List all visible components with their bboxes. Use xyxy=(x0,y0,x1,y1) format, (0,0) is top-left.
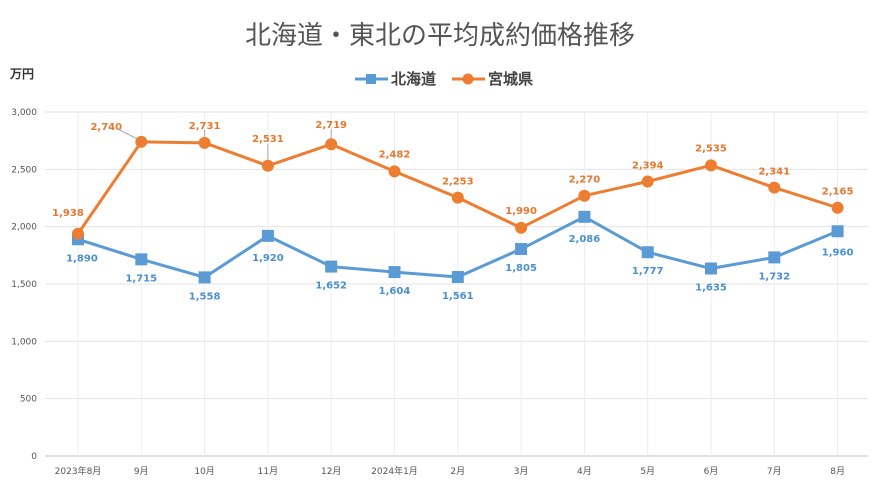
data-point xyxy=(135,253,148,266)
x-tick-label: 5月 xyxy=(640,466,655,477)
x-tick-label: 2月 xyxy=(450,466,465,477)
legend: 北海道 宮城県 xyxy=(355,70,533,88)
y-tick-label: 0 xyxy=(31,452,37,462)
x-tick-label: 2023年8月 xyxy=(55,465,102,477)
data-label: 1,604 xyxy=(379,286,411,297)
data-label: 2,086 xyxy=(569,234,601,245)
x-tick-label: 6月 xyxy=(704,466,719,477)
data-label: 1,715 xyxy=(125,273,157,284)
data-point xyxy=(705,262,717,275)
data-label: 1,890 xyxy=(66,253,98,264)
data-point xyxy=(641,246,654,259)
data-label: 2,270 xyxy=(569,175,601,186)
data-point xyxy=(705,159,717,172)
data-label: 1,777 xyxy=(632,266,664,277)
x-tick-label: 10月 xyxy=(194,466,214,477)
data-labels: 1,890 1,715 1,558 1,920 1,652 1,604 1,561 1,805… xyxy=(52,120,853,302)
data-point xyxy=(515,221,528,234)
data-label: 1,561 xyxy=(442,291,474,302)
series-layer xyxy=(72,135,844,284)
data-label: 2,482 xyxy=(379,149,411,160)
x-tick-label: 11月 xyxy=(258,466,278,477)
x-tick-label: 9月 xyxy=(134,466,149,477)
data-label: 2,535 xyxy=(695,143,727,154)
data-point xyxy=(72,227,84,240)
legend-marker-miyagi xyxy=(462,73,474,85)
data-label: 1,938 xyxy=(52,208,84,219)
data-label: 2,253 xyxy=(442,177,474,188)
data-point xyxy=(831,225,844,238)
data-point xyxy=(198,136,211,149)
data-label: 2,731 xyxy=(189,121,221,132)
y-axis-unit: 万円 xyxy=(9,67,34,81)
data-point xyxy=(451,271,464,284)
legend-label-hokkaido: 北海道 xyxy=(391,70,436,88)
data-label: 2,719 xyxy=(315,120,347,131)
data-point xyxy=(578,189,591,202)
data-label: 1,635 xyxy=(695,283,727,294)
x-axis-ticks: 2023年8月 9月 10月 11月 12月 2024年1月 2月 3月 4月 5月 6月 7月 8月 xyxy=(55,465,845,477)
data-point xyxy=(388,266,401,279)
data-point xyxy=(135,135,148,148)
data-label: 1,805 xyxy=(505,263,537,274)
x-tick-label: 3月 xyxy=(514,466,529,477)
data-point xyxy=(831,201,844,214)
data-point xyxy=(641,175,654,188)
data-label: 2,740 xyxy=(90,122,122,133)
data-label: 1,558 xyxy=(189,291,221,302)
data-label: 2,531 xyxy=(252,134,284,145)
data-label: 1,652 xyxy=(315,281,347,292)
data-point xyxy=(261,159,274,172)
data-label: 2,394 xyxy=(632,160,664,171)
x-tick-label: 8月 xyxy=(830,466,845,477)
chart-title: 北海道・東北の平均成約価格推移 xyxy=(245,21,635,51)
data-point xyxy=(261,229,274,242)
data-label: 1,990 xyxy=(505,206,537,217)
x-tick-label: 12月 xyxy=(321,466,341,477)
data-label: 2,341 xyxy=(758,167,790,178)
data-label: 1,960 xyxy=(822,247,854,258)
legend-label-miyagi: 宮城県 xyxy=(488,70,533,88)
data-label: 1,732 xyxy=(758,271,790,282)
y-tick-label: 3,000 xyxy=(11,108,37,118)
y-tick-label: 500 xyxy=(20,395,37,405)
data-point xyxy=(198,271,211,284)
y-tick-label: 1,500 xyxy=(11,280,37,290)
y-axis-ticks: 0 500 1,000 1,500 2,000 2,500 3,000 xyxy=(11,108,37,462)
x-tick-label: 7月 xyxy=(767,466,782,477)
data-label: 1,920 xyxy=(252,253,284,264)
data-point xyxy=(578,210,591,223)
data-label: 2,165 xyxy=(822,187,854,198)
data-point xyxy=(388,165,401,178)
y-tick-label: 1,000 xyxy=(11,337,37,347)
data-point xyxy=(768,251,781,264)
x-tick-label: 4月 xyxy=(577,466,592,477)
data-point xyxy=(325,260,338,273)
x-tick-label: 2024年1月 xyxy=(371,465,418,477)
y-tick-label: 2,500 xyxy=(11,165,37,175)
legend-marker-hokkaido xyxy=(366,74,376,84)
grid xyxy=(45,111,868,457)
y-tick-label: 2,000 xyxy=(11,223,37,233)
data-point xyxy=(325,138,338,151)
data-point xyxy=(451,191,464,204)
data-point xyxy=(515,243,528,256)
label-leader-line xyxy=(117,128,138,140)
data-point xyxy=(768,181,781,194)
